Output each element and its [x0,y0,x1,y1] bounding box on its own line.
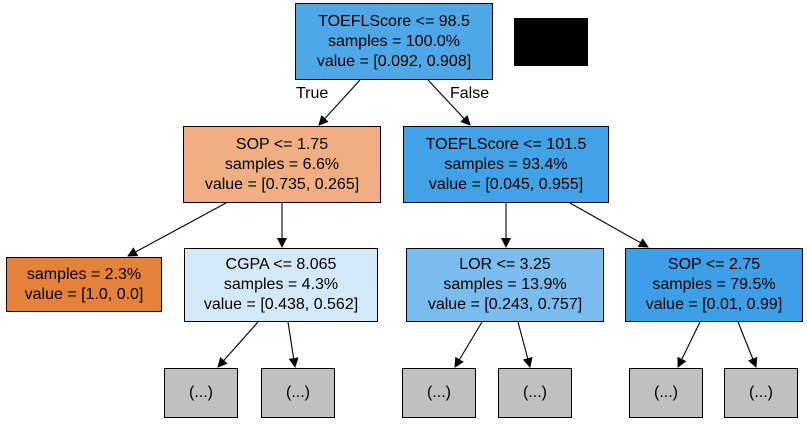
node-line: TOEFLScore <= 101.5 [425,135,587,153]
elided-label: (...) [523,384,547,401]
node-line: value = [0.735, 0.265] [204,175,360,193]
elided-label: (...) [749,384,773,401]
edge-rightright-elided-1 [677,321,701,368]
edge-rightleft-elided-1 [454,321,483,368]
tree-node-left-right: CGPA <= 8.065 samples = 4.3% value = [0.… [184,248,378,322]
edge-leftright-elided-2 [287,321,299,368]
edge-rightleft-elided-2 [517,321,533,368]
elided-label: (...) [427,384,451,401]
edge-right-rightright [569,202,649,248]
elided-node: (...) [629,368,703,418]
node-line: CGPA <= 8.065 [225,256,337,273]
node-line: SOP <= 2.75 [667,256,761,273]
elided-node: (...) [724,368,798,418]
tree-node-right-right: SOP <= 2.75 samples = 79.5% value = [0.0… [625,248,803,322]
node-line: samples = 100.0% [327,32,461,50]
edge-leftright-elided-1 [217,321,259,368]
node-line: value = [0.045, 0.955] [428,175,584,193]
elided-label: (...) [286,384,310,401]
node-line: LOR <= 3.25 [459,256,551,273]
node-line: value = [1.0, 0.0] [24,285,144,303]
node-line: value = [0.243, 0.757] [427,296,583,313]
elided-node: (...) [498,368,572,418]
tree-node-left: SOP <= 1.75 samples = 6.6% value = [0.73… [183,126,381,203]
node-line: value = [0.438, 0.562] [203,296,359,313]
tree-node-right-left: LOR <= 3.25 samples = 13.9% value = [0.2… [406,248,604,322]
node-line: samples = 13.9% [443,276,567,293]
tree-node-right: TOEFLScore <= 101.5 samples = 93.4% valu… [403,126,609,203]
node-line: value = [0.01, 0.99] [645,296,783,313]
edge-root-right [427,79,471,126]
elided-node: (...) [402,368,476,418]
edge-root-left [318,79,361,126]
node-line: samples = 4.3% [223,276,339,293]
redaction-box [514,18,588,66]
node-line: samples = 6.6% [224,155,340,173]
node-line: TOEFLScore <= 98.5 [318,12,470,30]
elided-node: (...) [261,368,335,418]
elided-label: (...) [189,384,213,401]
edge-label-true: True [296,85,329,102]
node-line: samples = 79.5% [652,276,776,293]
tree-node-root: TOEFLScore <= 98.5 samples = 100.0% valu… [295,3,493,80]
node-line: samples = 2.3% [26,265,142,283]
node-line: SOP <= 1.75 [235,135,329,153]
node-line: value = [0.092, 0.908] [316,52,472,70]
elided-label: (...) [654,384,678,401]
elided-node: (...) [164,368,238,418]
node-line: samples = 93.4% [444,155,568,173]
edge-label-false: False [450,85,490,102]
tree-leaf-left-left: samples = 2.3% value = [1.0, 0.0] [6,257,162,312]
edge-rightright-elided-2 [737,321,758,368]
edge-left-leftleft [127,202,227,257]
